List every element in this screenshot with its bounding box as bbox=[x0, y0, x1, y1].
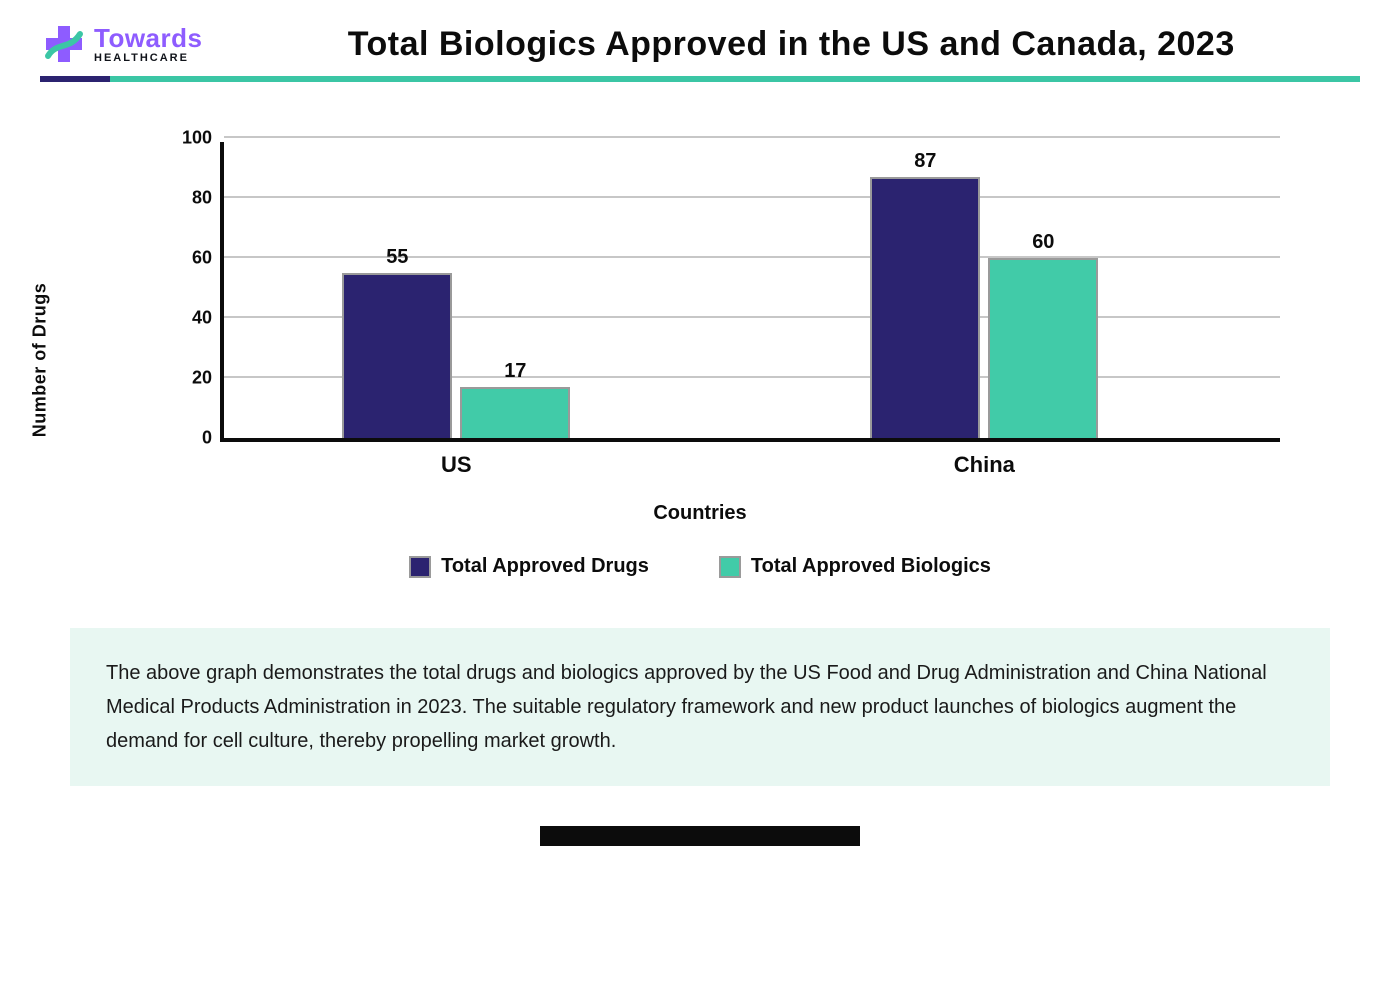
x-tick-label: US bbox=[441, 438, 472, 478]
legend-item: Total Approved Biologics bbox=[719, 555, 991, 578]
header-row: Towards HEALTHCARE Total Biologics Appro… bbox=[40, 20, 1360, 68]
grid-line bbox=[224, 136, 1280, 138]
bar-value-label: 60 bbox=[1032, 231, 1054, 260]
y-tick-label: 20 bbox=[192, 368, 224, 389]
y-tick-label: 0 bbox=[202, 428, 224, 449]
chart-area: Number of Drugs 0204060801005517US8760Ch… bbox=[120, 142, 1280, 578]
caption-text: The above graph demonstrates the total d… bbox=[106, 662, 1267, 752]
y-axis-label: Number of Drugs bbox=[30, 283, 51, 438]
bar: 17 bbox=[460, 387, 570, 438]
bar: 55 bbox=[342, 273, 452, 438]
logo-subtitle: HEALTHCARE bbox=[94, 53, 202, 64]
y-tick-label: 100 bbox=[182, 128, 224, 149]
legend-label: Total Approved Drugs bbox=[441, 555, 649, 578]
brand-logo: Towards HEALTHCARE bbox=[40, 20, 202, 68]
bar: 87 bbox=[870, 177, 980, 438]
chart-title: Total Biologics Approved in the US and C… bbox=[222, 25, 1360, 64]
logo-text: Towards HEALTHCARE bbox=[94, 25, 202, 64]
bar-value-label: 87 bbox=[914, 150, 936, 179]
legend-item: Total Approved Drugs bbox=[409, 555, 649, 578]
title-divider bbox=[40, 76, 1360, 82]
legend-swatch-icon bbox=[409, 556, 431, 578]
bar-value-label: 17 bbox=[504, 360, 526, 389]
y-tick-label: 80 bbox=[192, 188, 224, 209]
logo-mark-icon bbox=[40, 20, 88, 68]
caption-box: The above graph demonstrates the total d… bbox=[70, 628, 1330, 786]
bar: 60 bbox=[988, 258, 1098, 438]
legend-swatch-icon bbox=[719, 556, 741, 578]
logo-word: Towards bbox=[94, 25, 202, 51]
footer-bar bbox=[540, 826, 860, 846]
bar-group: 5517 bbox=[342, 273, 570, 438]
legend-label: Total Approved Biologics bbox=[751, 555, 991, 578]
x-axis-label: Countries bbox=[120, 502, 1280, 525]
x-tick-label: China bbox=[954, 438, 1015, 478]
grid-line bbox=[224, 196, 1280, 198]
y-tick-label: 40 bbox=[192, 308, 224, 329]
grid-line bbox=[224, 256, 1280, 258]
y-tick-label: 60 bbox=[192, 248, 224, 269]
bar-group: 8760 bbox=[870, 177, 1098, 438]
bar-value-label: 55 bbox=[386, 246, 408, 275]
legend: Total Approved Drugs Total Approved Biolo… bbox=[120, 555, 1280, 578]
plot-region: 0204060801005517US8760China bbox=[220, 142, 1280, 442]
